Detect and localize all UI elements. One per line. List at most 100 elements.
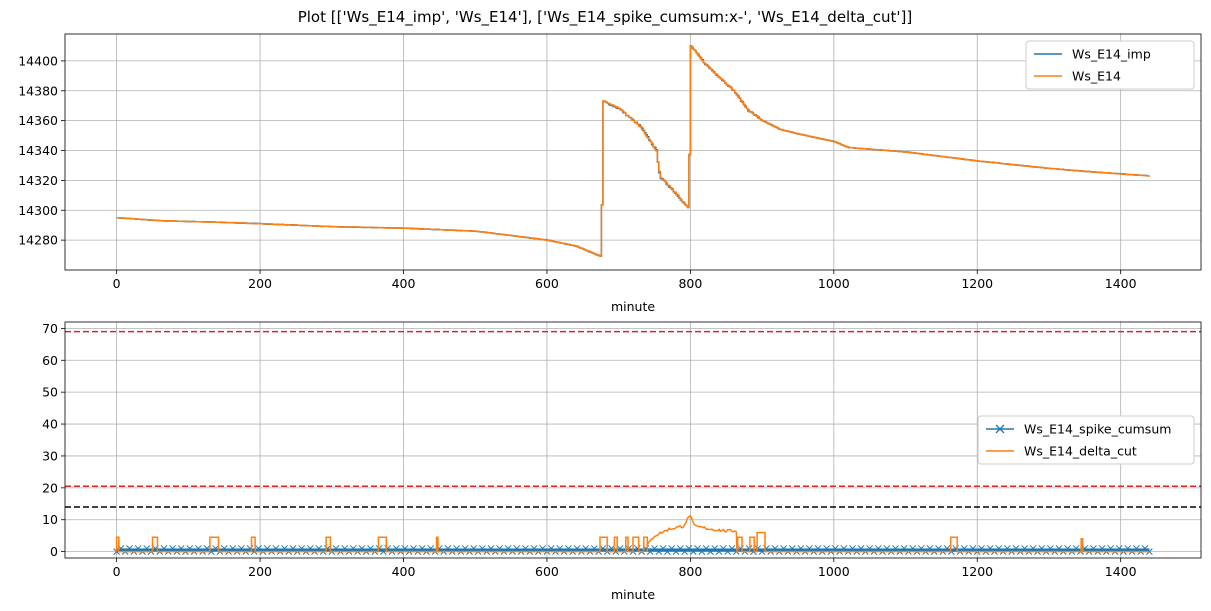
legend-label: Ws_E14_spike_cumsum [1024,422,1171,437]
series-marker-Ws_E14_spike_cumsum [917,545,925,552]
series-marker-Ws_E14_spike_cumsum [177,545,185,552]
y-tick-label: 60 [42,353,58,368]
series-marker-Ws_E14_spike_cumsum [1115,545,1123,552]
series-marker-Ws_E14_spike_cumsum [160,545,168,552]
x-tick-label: 200 [248,564,272,579]
top-chart-ticks: 0 200 400 600 800 1000 1200 1400 14280 14300 14320… [18,53,1136,291]
series-marker-Ws_E14_spike_cumsum [788,545,796,552]
series-marker-Ws_E14_spike_cumsum [513,545,521,552]
series-marker-Ws_E14_spike_cumsum [134,545,142,552]
legend-label: Ws_E14_delta_cut [1024,444,1137,459]
legend-label: Ws_E14_imp [1072,47,1151,62]
top-chart-legend: Ws_E14_imp Ws_E14 [1025,40,1195,90]
top-chart-frame [64,33,1202,271]
series-marker-Ws_E14_spike_cumsum [522,545,529,552]
series-marker-Ws_E14_spike_cumsum [694,545,701,552]
series-marker-Ws_E14_spike_cumsum [169,545,176,552]
x-tick-label: 0 [113,276,121,291]
series-marker-Ws_E14_spike_cumsum [1133,545,1140,552]
series-marker-Ws_E14_spike_cumsum [203,545,211,552]
series-marker-Ws_E14_spike_cumsum [664,548,671,555]
series-line-Ws_E14_delta_cut [115,515,1150,553]
series-marker-Ws_E14_spike_cumsum [651,545,658,552]
x-tick-label: 1400 [1105,276,1137,291]
series-marker-Ws_E14_spike_cumsum [392,545,400,552]
series-marker-Ws_E14_spike_cumsum [289,545,297,552]
series-marker-Ws_E14_spike_cumsum [298,545,306,552]
series-marker-Ws_E14_spike_cumsum [599,545,607,552]
x-tick-label: 0 [113,564,121,579]
series-marker-Ws_E14_spike_cumsum [556,545,564,552]
series-marker-Ws_E14_spike_cumsum [720,545,727,552]
series-marker-Ws_E14_spike_cumsum [608,545,615,552]
series-marker-Ws_E14_spike_cumsum [758,548,766,555]
series-marker-Ws_E14_spike_cumsum [840,545,848,552]
bottom-chart-frame [64,321,1202,559]
series-marker-Ws_E14_spike_cumsum [900,545,908,552]
series-marker-Ws_E14_spike_cumsum [668,545,676,552]
series-marker-Ws_E14_spike_cumsum [806,545,813,552]
x-tick-label: 600 [535,276,559,291]
series-marker-Ws_E14_spike_cumsum [573,545,581,552]
legend-label: Ws_E14 [1072,69,1121,84]
y-tick-label: 14320 [18,173,58,188]
series-marker-Ws_E14_spike_cumsum [186,545,194,552]
y-tick-label: 14360 [18,113,58,128]
series-marker-Ws_E14_spike_cumsum [315,545,323,552]
x-tick-label: 1400 [1105,564,1137,579]
bottom-chart: 0 200 400 600 800 1000 1200 1400 0 10 20 30 40 50 60 70… [42,321,1202,602]
series-marker-Ws_E14_spike_cumsum [1090,545,1097,552]
series-marker-Ws_E14_spike_cumsum [470,545,478,552]
series-marker-Ws_E14_spike_cumsum [272,545,280,552]
series-marker-Ws_E14_spike_cumsum [797,545,805,552]
x-tick-label: 1200 [961,564,993,579]
series-marker-Ws_E14_spike_cumsum [728,545,736,552]
series-marker-Ws_E14_spike_cumsum [616,545,624,552]
series-marker-Ws_E14_spike_cumsum [659,545,667,552]
series-marker-Ws_E14_spike_cumsum [367,545,374,552]
series-marker-Ws_E14_spike_cumsum [1107,545,1114,552]
series-marker-Ws_E14_spike_cumsum [418,545,426,552]
series-marker-Ws_E14_spike_cumsum [530,545,538,552]
series-marker-Ws_E14_spike_cumsum [1055,545,1063,552]
series-marker-Ws_E14_spike_cumsum [780,545,787,552]
series-marker-Ws_E14_spike_cumsum [263,545,271,552]
series-marker-Ws_E14_spike_cumsum [401,545,409,552]
x-tick-label: 1000 [818,564,850,579]
series-marker-Ws_E14_spike_cumsum [995,545,1003,552]
x-tick-label: 600 [535,564,559,579]
series-marker-Ws_E14_spike_cumsum [212,545,219,552]
bottom-chart-legend: Ws_E14_spike_cumsum Ws_E14_delta_cut [977,415,1195,465]
legend-box [977,415,1195,465]
series-marker-Ws_E14_spike_cumsum [771,545,779,552]
series-marker-Ws_E14_spike_cumsum [255,545,262,552]
legend-box [1025,40,1195,90]
x-tick-label: 400 [392,276,416,291]
series-marker-Ws_E14_spike_cumsum [1021,545,1028,552]
series-marker-Ws_E14_spike_cumsum [1064,545,1071,552]
x-tick-label: 1000 [818,276,850,291]
series-marker-Ws_E14_spike_cumsum [341,545,349,552]
series-marker-Ws_E14_spike_cumsum [707,548,714,555]
series-marker-Ws_E14_spike_cumsum [410,545,417,552]
series-marker-Ws_E14_spike_cumsum [332,545,340,552]
series-marker-Ws_E14_spike_cumsum [547,545,555,552]
series-marker-Ws_E14_spike_cumsum [461,545,469,552]
series-marker-Ws_E14_spike_cumsum [250,548,258,555]
series-marker-Ws_E14_spike_cumsum [1038,545,1046,552]
series-marker-Ws_E14_spike_cumsum [126,545,133,552]
y-tick-label: 30 [42,448,58,463]
series-marker-Ws_E14_spike_cumsum [935,545,942,552]
series-marker-Ws_E14_spike_cumsum [444,545,452,552]
series-marker-Ws_E14_spike_cumsum [823,545,830,552]
series-marker-Ws_E14_spike_cumsum [487,545,495,552]
bottom-chart-xlabel: minute [611,587,655,602]
top-chart: 0 200 400 600 800 1000 1200 1400 14280 14300 14320… [18,33,1202,314]
series-marker-Ws_E14_spike_cumsum [143,545,151,552]
series-marker-Ws_E14_spike_cumsum [986,545,994,552]
series-marker-Ws_E14_spike_cumsum [229,545,237,552]
y-tick-label: 50 [42,385,58,400]
series-marker-Ws_E14_spike_cumsum [1047,545,1054,552]
series-marker-Ws_E14_spike_cumsum [831,545,839,552]
series-marker-Ws_E14_spike_cumsum [1124,545,1132,552]
